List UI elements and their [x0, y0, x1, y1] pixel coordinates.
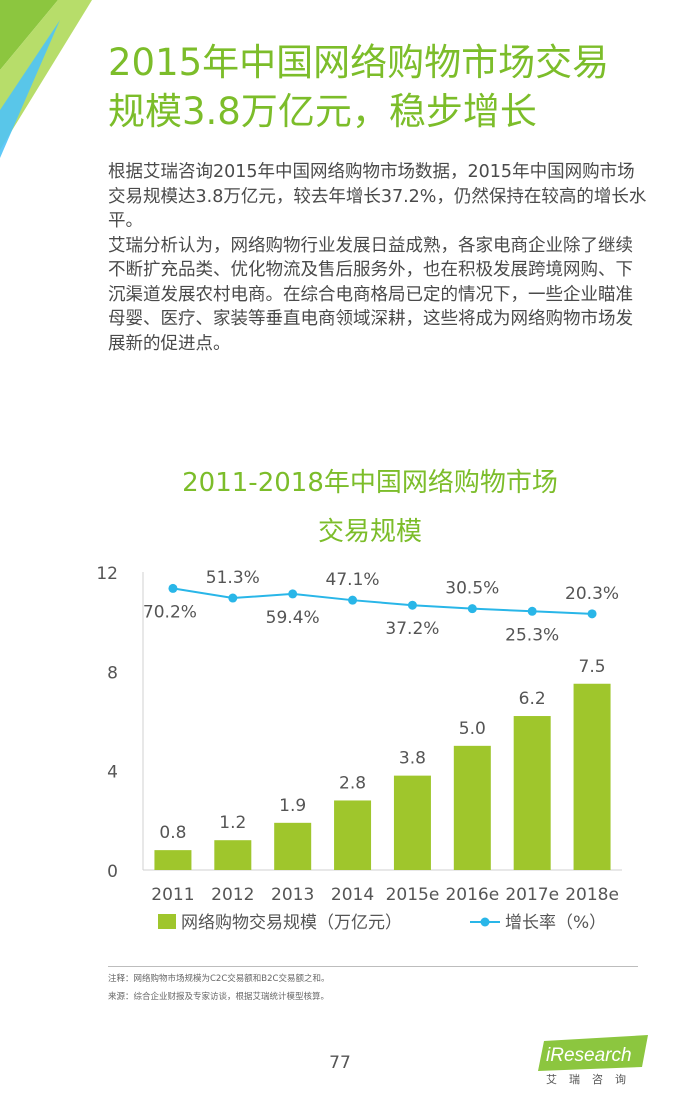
chart-note: 注释：网络购物市场规模为C2C交易额和B2C交易额之和。 — [108, 974, 330, 984]
svg-text:iResearch: iResearch — [546, 1045, 632, 1066]
growth-rate-point — [228, 593, 238, 603]
growth-rate-label: 30.5% — [445, 579, 499, 599]
bar-2014 — [334, 800, 372, 870]
growth-rate-point — [407, 600, 417, 610]
corner-decoration — [0, 0, 92, 158]
x-tick-label: 2011 — [151, 885, 194, 905]
growth-rate-label: 20.3% — [565, 584, 619, 604]
growth-rate-line — [172, 587, 593, 615]
bar-value-label: 0.8 — [159, 823, 186, 843]
growth-rate-point — [348, 595, 358, 605]
bar-2017e — [513, 716, 551, 870]
bar-value-label: 1.2 — [219, 813, 246, 833]
bar-2015e — [393, 775, 431, 870]
bar-2011 — [154, 850, 192, 870]
bar-value-label: 6.2 — [519, 689, 546, 709]
bar-2012 — [214, 840, 252, 870]
bar-value-label: 7.5 — [579, 657, 606, 677]
bar-2013 — [274, 822, 312, 870]
x-tick-label: 2017e — [505, 885, 559, 905]
growth-rate-point — [527, 606, 537, 616]
chart-title-line1: 2011-2018年中国网络购物市场 — [182, 468, 558, 498]
growth-rate-label: 37.2% — [385, 619, 439, 639]
growth-rate-point — [168, 583, 178, 593]
x-tick-label: 2015e — [386, 885, 440, 905]
growth-rate-point — [288, 589, 298, 599]
x-tick-label: 2014 — [331, 885, 374, 905]
growth-rate-label: 59.4% — [266, 608, 320, 628]
bar-value-label: 3.8 — [399, 749, 426, 769]
x-tick-label: 2016e — [445, 885, 499, 905]
growth-rate-label: 51.3% — [206, 568, 260, 588]
paragraph-analysis: 艾瑞分析认为，网络购物行业发展日益成熟，各家电商企业除了继续不断扩充品类、优化物… — [108, 235, 633, 354]
paragraph-market-data: 根据艾瑞咨询2015年中国网络购物市场数据，2015年中国网购市场交易规模达3.… — [108, 162, 647, 231]
page-title-line2: 规模3.8万亿元，稳步增长 — [108, 90, 537, 133]
divider — [108, 966, 638, 967]
chart-title-line2: 交易规模 — [317, 517, 422, 547]
legend-bar-swatch — [158, 914, 176, 929]
bar-value-label: 2.8 — [339, 773, 366, 793]
growth-rate-point — [467, 604, 477, 614]
y-tick-label: 4 — [107, 763, 118, 783]
legend-bar-label: 网络购物交易规模（万亿元） — [181, 913, 402, 933]
x-tick-label: 2012 — [211, 885, 254, 905]
y-tick-label: 0 — [107, 862, 118, 882]
bar-value-label: 1.9 — [279, 796, 306, 816]
growth-rate-label: 47.1% — [326, 570, 380, 590]
x-tick-label: 2018e — [565, 885, 619, 905]
growth-rate-label: 25.3% — [505, 625, 559, 645]
page-number: 77 — [329, 1053, 351, 1073]
page-title: 2015年中国网络购物市场交易 规模3.8万亿元，稳步增长 — [108, 38, 668, 136]
bar-value-label: 5.0 — [459, 719, 486, 739]
y-tick-label: 12 — [96, 564, 118, 584]
page-title-line1: 2015年中国网络购物市场交易 — [108, 41, 610, 84]
y-tick-label: 8 — [107, 663, 118, 683]
legend-line-label: 增长率（%） — [505, 913, 606, 933]
bar-2016e — [453, 745, 491, 870]
market-size-chart: 0 4 8 12 0.8 2011 1.2 2012 1.9 2013 2.8 2014 3.8 2015… — [96, 564, 622, 933]
chart-source: 来源：综合企业财报及专家访谈，根据艾瑞统计模型核算。 — [108, 992, 330, 1002]
x-tick-label: 2013 — [271, 885, 314, 905]
iresearch-logo: iResearch — [538, 1035, 648, 1071]
logo-subtitle: 艾瑞咨询 — [546, 1073, 638, 1086]
legend-line-marker — [480, 917, 490, 927]
growth-rate-label: 70.2% — [143, 602, 197, 622]
bar-2018e — [573, 683, 611, 870]
body-text: 根据艾瑞咨询2015年中国网络购物市场数据，2015年中国网购市场交易规模达3.… — [108, 160, 648, 356]
growth-rate-point — [587, 609, 597, 619]
